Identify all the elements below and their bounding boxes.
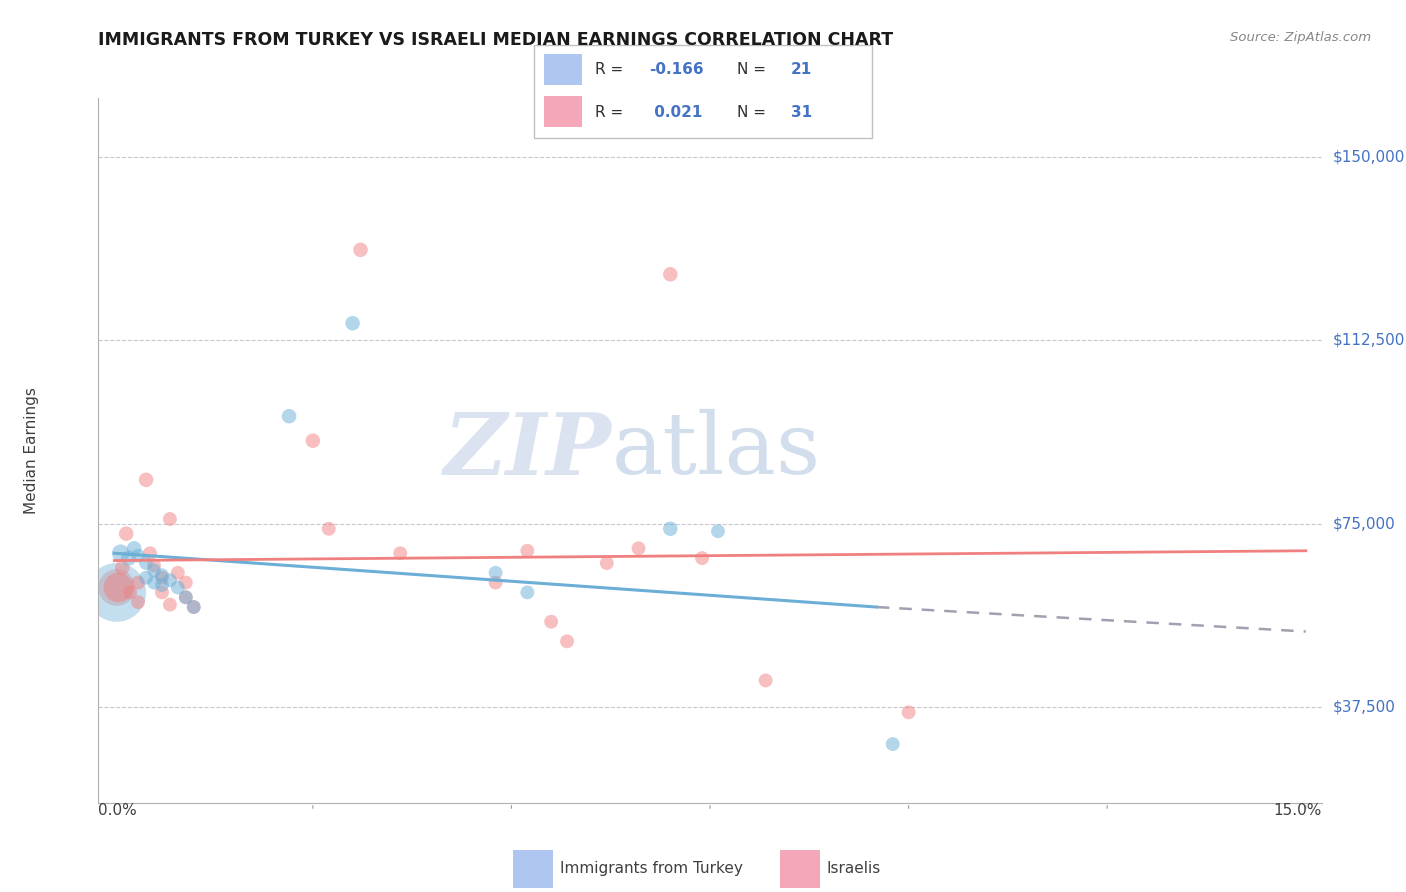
Point xyxy=(555,634,578,648)
Point xyxy=(174,575,197,590)
Point xyxy=(159,512,181,526)
Point xyxy=(135,571,157,585)
Point xyxy=(318,522,340,536)
Point xyxy=(159,573,181,587)
Point xyxy=(174,591,197,605)
Text: Source: ZipAtlas.com: Source: ZipAtlas.com xyxy=(1230,31,1371,45)
Text: -0.166: -0.166 xyxy=(650,62,703,78)
Point xyxy=(516,543,538,558)
Point xyxy=(135,473,157,487)
Point xyxy=(166,581,188,595)
Text: IMMIGRANTS FROM TURKEY VS ISRAELI MEDIAN EARNINGS CORRELATION CHART: IMMIGRANTS FROM TURKEY VS ISRAELI MEDIAN… xyxy=(98,31,894,49)
Point xyxy=(111,561,134,575)
Point xyxy=(143,563,166,577)
Point xyxy=(120,585,142,599)
Point xyxy=(139,546,162,560)
Point xyxy=(484,566,506,580)
Point xyxy=(150,585,173,599)
Text: 21: 21 xyxy=(790,62,813,78)
Text: $112,500: $112,500 xyxy=(1333,333,1405,348)
Point xyxy=(342,316,364,330)
Point xyxy=(110,546,132,560)
Point xyxy=(107,581,129,595)
Point xyxy=(516,585,538,599)
Text: R =: R = xyxy=(595,104,628,120)
Point xyxy=(389,546,412,560)
Text: Median Earnings: Median Earnings xyxy=(24,387,38,514)
Point xyxy=(690,551,713,566)
Point xyxy=(540,615,562,629)
Point xyxy=(127,575,149,590)
Point xyxy=(127,595,149,609)
Text: Immigrants from Turkey: Immigrants from Turkey xyxy=(560,862,742,876)
Point xyxy=(105,585,128,599)
Point xyxy=(174,591,197,605)
Text: N =: N = xyxy=(737,62,770,78)
Point xyxy=(135,556,157,570)
Text: atlas: atlas xyxy=(612,409,821,492)
Text: $37,500: $37,500 xyxy=(1333,700,1396,714)
Text: $75,000: $75,000 xyxy=(1333,516,1396,532)
Point xyxy=(484,575,506,590)
Text: R =: R = xyxy=(595,62,628,78)
FancyBboxPatch shape xyxy=(544,96,582,127)
Point xyxy=(105,581,128,595)
Point xyxy=(183,600,205,615)
Point xyxy=(349,243,371,257)
Text: Israelis: Israelis xyxy=(827,862,882,876)
Text: 0.0%: 0.0% xyxy=(98,803,138,818)
Point xyxy=(755,673,778,688)
Point xyxy=(117,551,139,566)
Point xyxy=(159,598,181,612)
Point xyxy=(115,526,138,541)
Point xyxy=(143,575,166,590)
Point xyxy=(150,571,173,585)
FancyBboxPatch shape xyxy=(544,54,582,85)
Text: 31: 31 xyxy=(790,104,811,120)
Point xyxy=(127,549,149,563)
Text: N =: N = xyxy=(737,104,770,120)
Point xyxy=(150,568,173,582)
Point xyxy=(302,434,325,448)
FancyBboxPatch shape xyxy=(534,45,872,138)
Point xyxy=(150,578,173,592)
Text: $150,000: $150,000 xyxy=(1333,149,1405,164)
Point xyxy=(122,541,145,556)
Point xyxy=(897,706,920,720)
Point xyxy=(183,600,205,615)
Point xyxy=(627,541,650,556)
Point xyxy=(659,268,682,282)
Point xyxy=(278,409,301,424)
Text: 15.0%: 15.0% xyxy=(1274,803,1322,818)
Point xyxy=(166,566,188,580)
Point xyxy=(659,522,682,536)
Point xyxy=(596,556,619,570)
Point xyxy=(143,558,166,573)
Point xyxy=(882,737,904,751)
Point xyxy=(707,524,730,539)
Text: ZIP: ZIP xyxy=(444,409,612,492)
Text: 0.021: 0.021 xyxy=(650,104,703,120)
